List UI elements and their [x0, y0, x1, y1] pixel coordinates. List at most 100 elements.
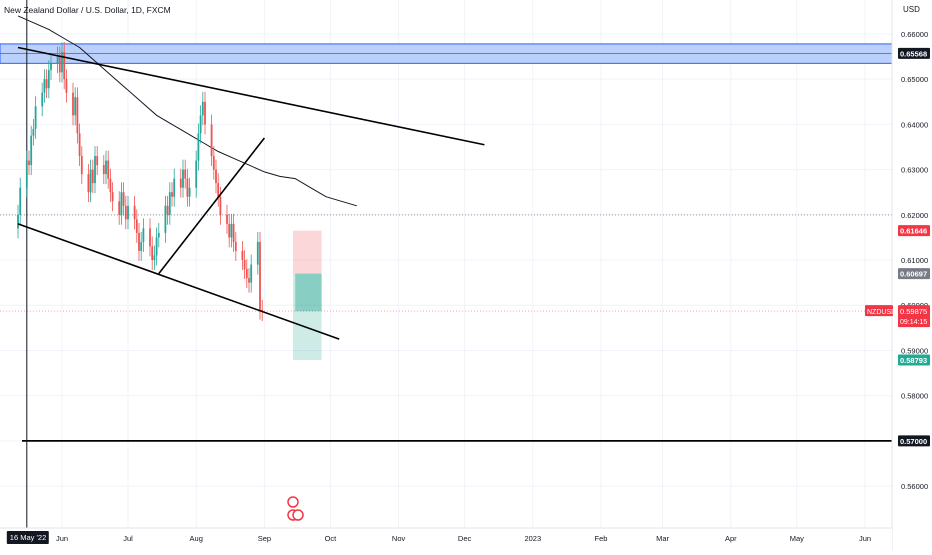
countdown-label: 09:14:15 [900, 319, 927, 326]
candle [250, 264, 253, 283]
price-level-label: 0.61646 [900, 227, 927, 236]
take-profit-zone[interactable] [293, 273, 322, 360]
candle [241, 250, 244, 261]
candle [105, 160, 107, 175]
candle [76, 97, 79, 134]
price-tick-label: 0.59000 [901, 346, 928, 355]
date-highlight-label: 16 May '22 [10, 533, 46, 542]
time-tick-label: Oct [325, 534, 338, 543]
symbol-tag-box [865, 305, 893, 317]
price-label-box [898, 225, 930, 237]
time-tick-label: Aug [190, 534, 203, 543]
price-label-box [898, 435, 930, 447]
candle [155, 237, 158, 256]
price-level-label: 0.58793 [900, 356, 927, 365]
candle [138, 232, 140, 251]
candle [243, 260, 246, 270]
economic-event-icon[interactable] [292, 509, 304, 521]
time-tick-label: Feb [595, 534, 608, 543]
trendline-3[interactable] [158, 137, 266, 275]
candle [149, 228, 151, 247]
time-tick-label: 2023 [524, 534, 541, 543]
candle [30, 135, 33, 166]
candle [164, 205, 167, 233]
time-tick-label: May [790, 534, 804, 543]
economic-event-icon[interactable] [287, 496, 299, 508]
candle [32, 128, 35, 136]
time-tick-label: Jun [56, 534, 68, 543]
price-label-box [898, 268, 930, 280]
candle [142, 228, 145, 242]
moving-average-line [17, 15, 357, 207]
time-tick-label: Mar [656, 534, 669, 543]
symbol-tag-label: NZDUSD [867, 309, 896, 316]
candle [256, 241, 259, 265]
price-label-box [898, 47, 930, 59]
candle [17, 214, 19, 229]
candle [135, 219, 138, 233]
take-profit-filled [295, 273, 322, 312]
stop-loss-zone[interactable] [293, 230, 322, 274]
candle [91, 169, 94, 184]
candle [47, 70, 50, 89]
candle [65, 79, 68, 93]
candle [56, 56, 59, 64]
candle [197, 133, 200, 161]
candle [43, 79, 46, 93]
candle [210, 124, 213, 157]
candle [74, 97, 77, 116]
candle [80, 156, 83, 175]
candle [61, 52, 63, 73]
candle [107, 160, 110, 179]
time-tick-label: Apr [725, 534, 737, 543]
time-axis[interactable] [0, 528, 892, 550]
candle [217, 183, 220, 197]
time-tick-label: Nov [392, 534, 406, 543]
candle [186, 178, 189, 197]
candle [96, 156, 99, 166]
candle [215, 169, 217, 184]
candle [89, 169, 92, 193]
price-tick-label: 0.61000 [901, 256, 928, 265]
candle [212, 156, 215, 170]
price-tick-label: 0.62000 [901, 211, 928, 220]
candle [122, 192, 125, 206]
price-level-label: 0.60697 [900, 270, 927, 279]
candle [248, 278, 250, 283]
time-tick-label: Jul [123, 534, 133, 543]
chart-title: New Zealand Dollar / U.S. Dollar, 1D, FX… [4, 5, 171, 15]
candle [72, 92, 74, 116]
price-tick-label: 0.66000 [901, 30, 928, 39]
candle [151, 246, 154, 261]
candle [25, 160, 28, 188]
candle [232, 223, 235, 242]
candle [173, 178, 176, 197]
candle [58, 56, 61, 73]
candle [245, 269, 248, 279]
candle [219, 196, 222, 215]
candle [171, 192, 173, 197]
candle [127, 205, 129, 220]
candle [184, 169, 187, 179]
candle [199, 115, 202, 134]
trendline-1[interactable] [17, 46, 485, 146]
candle [19, 187, 22, 215]
time-tick-label: Sep [258, 534, 271, 543]
current-price-box [898, 305, 930, 328]
trendline-2[interactable] [17, 223, 340, 340]
price-tick-label: 0.65000 [901, 75, 928, 84]
candle [63, 52, 66, 80]
price-tick-label: 0.64000 [901, 120, 928, 129]
candle [168, 192, 171, 215]
candle [140, 241, 143, 251]
candle [230, 223, 233, 238]
candle [120, 192, 123, 215]
candle [78, 133, 81, 157]
candle [259, 241, 261, 310]
candle [133, 205, 136, 220]
candle [195, 160, 198, 188]
price-label-box [898, 354, 930, 366]
candle [28, 160, 30, 166]
